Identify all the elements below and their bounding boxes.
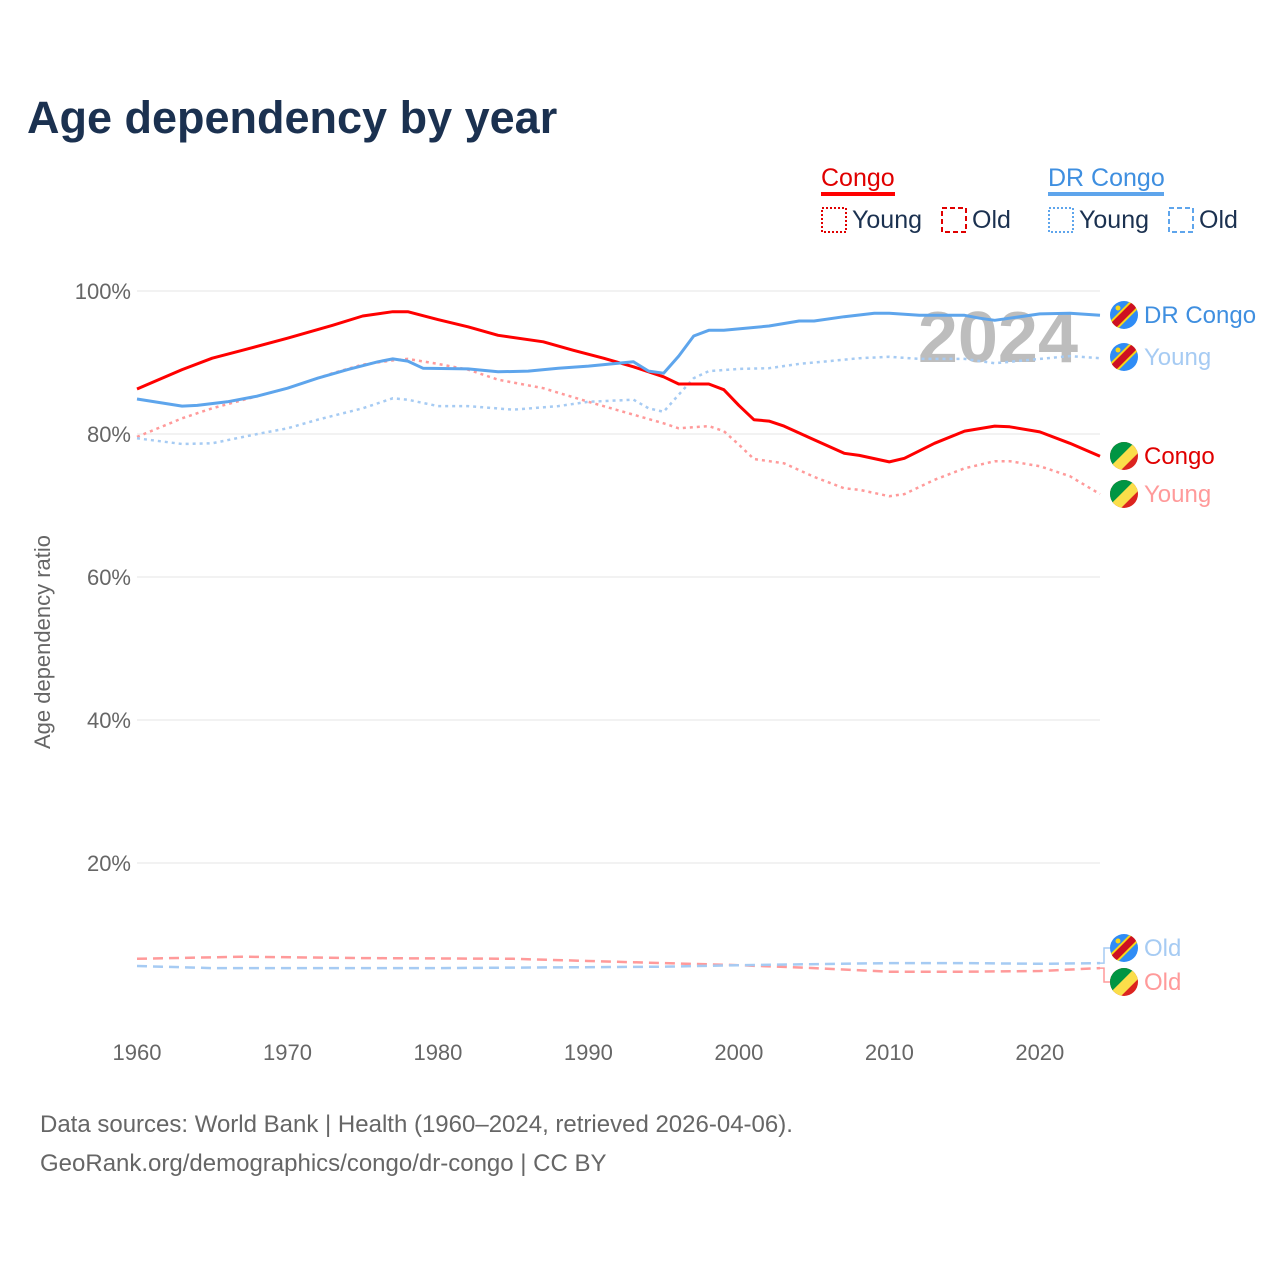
flag-band xyxy=(1110,301,1138,329)
legend-label-congo-old[interactable]: Old xyxy=(972,206,1011,234)
series-line-congo-old xyxy=(136,955,1101,973)
dr-congo-flag-icon xyxy=(1110,934,1138,962)
legend-group-drc[interactable]: DR Congo xyxy=(1048,164,1165,192)
congo-flag-icon xyxy=(1110,968,1138,996)
flag-band xyxy=(1110,934,1138,962)
flag-star xyxy=(1115,305,1121,311)
chart-title: Age dependency by year xyxy=(27,92,557,143)
legend-group-congo[interactable]: Congo xyxy=(821,164,895,192)
footer-sources: Data sources: World Bank | Health (1960–… xyxy=(40,1111,793,1138)
x-tick-label: 2010 xyxy=(865,1040,914,1065)
legend: Congo Young Old DR Congo Young Old xyxy=(821,164,1238,234)
legend-swatch-congo-young xyxy=(821,207,847,233)
series-line-congo-young xyxy=(136,357,1101,498)
congo-flag-icon xyxy=(1110,480,1138,508)
legend-swatch-drc-young xyxy=(1048,207,1074,233)
x-tick-label: 1970 xyxy=(263,1040,312,1065)
label-connector xyxy=(1100,947,1110,964)
y-tick-label: 80% xyxy=(87,422,131,447)
legend-swatch-congo-old xyxy=(941,207,967,233)
series-line-congo-total xyxy=(136,310,1101,464)
dr-congo-flag-icon xyxy=(1110,301,1138,329)
legend-label-drc-young[interactable]: Young xyxy=(1079,206,1149,234)
y-tick-label: 100% xyxy=(75,279,131,304)
x-tick-label: 1980 xyxy=(413,1040,462,1065)
legend-label-drc-old[interactable]: Old xyxy=(1199,206,1238,234)
flag-star xyxy=(1115,347,1121,353)
end-label-congo-old: Old xyxy=(1144,969,1181,996)
x-tick-label: 2020 xyxy=(1015,1040,1064,1065)
legend-swatch-drc-old xyxy=(1168,207,1194,233)
y-axis-label: Age dependency ratio xyxy=(30,535,55,749)
label-connector xyxy=(1100,967,1110,983)
year-watermark: 2024 xyxy=(918,298,1078,378)
x-tick-label: 1960 xyxy=(113,1040,162,1065)
flag-band xyxy=(1110,343,1138,371)
dr-congo-flag-icon xyxy=(1110,343,1138,371)
legend-label-congo-young[interactable]: Young xyxy=(852,206,922,234)
y-tick-label: 60% xyxy=(87,565,131,590)
congo-flag-icon xyxy=(1110,442,1138,470)
y-tick-label: 40% xyxy=(87,708,131,733)
series-line-drc-total xyxy=(136,311,1101,408)
end-label-drc-young: Young xyxy=(1144,344,1211,371)
x-tick-label: 2000 xyxy=(714,1040,763,1065)
x-tick-label: 1990 xyxy=(564,1040,613,1065)
series-line-drc-young xyxy=(136,354,1101,446)
flag-star xyxy=(1115,938,1121,944)
y-tick-label: 20% xyxy=(87,851,131,876)
end-label-congo-young: Young xyxy=(1144,481,1211,508)
series-line-drc-old xyxy=(136,961,1101,970)
end-label-congo-total: Congo xyxy=(1144,443,1215,470)
footer-link[interactable]: GeoRank.org/demographics/congo/dr-congo … xyxy=(40,1150,607,1177)
end-label-drc-old: Old xyxy=(1144,935,1181,962)
end-label-drc-total: DR Congo xyxy=(1144,302,1256,329)
